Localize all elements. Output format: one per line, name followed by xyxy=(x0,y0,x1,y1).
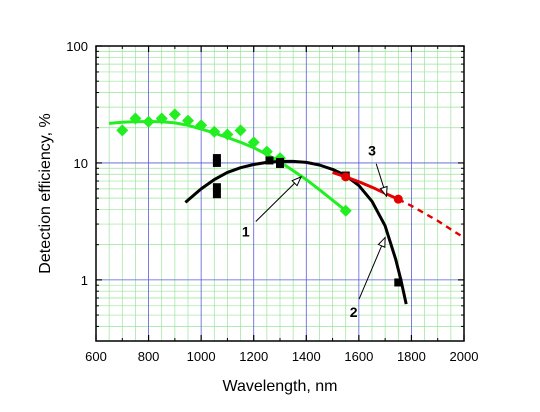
minor-grid xyxy=(96,46,464,342)
series-3-extrapolation xyxy=(397,198,465,239)
series-1-point xyxy=(129,112,142,125)
major-grid xyxy=(96,46,464,341)
curve-label-1: 1 xyxy=(242,223,250,239)
x-tick-label: 600 xyxy=(85,349,107,364)
series-1-point xyxy=(339,204,352,217)
series-1-point xyxy=(168,108,181,121)
series-2-point xyxy=(212,190,221,199)
series-1-point xyxy=(142,115,155,128)
series-1-point xyxy=(208,125,221,138)
annotation-2-arrow-head xyxy=(377,236,386,248)
series-1-point xyxy=(247,136,260,149)
x-axis-title: Wavelength, nm xyxy=(222,378,337,395)
annotation-3-arrow-head xyxy=(379,185,388,198)
tick-marks xyxy=(95,45,465,342)
marker-layer xyxy=(116,108,403,287)
series-2-point xyxy=(212,183,221,192)
series-3-point xyxy=(393,194,403,204)
series-2-point xyxy=(212,154,221,163)
series-1-point xyxy=(234,124,247,137)
y-tick-label: 1 xyxy=(81,273,88,288)
series-1-point xyxy=(155,112,168,125)
series-1-point xyxy=(182,114,194,127)
annotation-2-arrow-shaft xyxy=(358,237,386,300)
x-tick-label: 1200 xyxy=(239,349,268,364)
series-2-point xyxy=(265,156,274,165)
tick-labels: 600 800 1000 1200 1400 1600 1800 2000 1 10 100 xyxy=(66,39,478,364)
y-tick-label: 100 xyxy=(66,39,88,54)
annotation-1-arrow-shaft xyxy=(255,176,302,222)
x-tick-label: 1800 xyxy=(397,349,426,364)
series-2-point xyxy=(394,278,403,287)
series-layer xyxy=(108,120,465,305)
y-axis-title: Detection efficiency, % xyxy=(37,113,54,273)
curve-label-2: 2 xyxy=(350,304,358,320)
x-tick-label: 1000 xyxy=(187,349,216,364)
series-1-point xyxy=(221,128,234,141)
x-tick-label: 800 xyxy=(138,349,160,364)
annotation-1-arrow-head xyxy=(291,175,303,187)
series-1-point xyxy=(260,145,273,158)
series-2-point xyxy=(276,159,284,168)
annotation-layer: 1 2 3 xyxy=(242,142,388,320)
curve-label-3: 3 xyxy=(368,142,376,158)
series-1-point xyxy=(195,119,208,132)
series-3-point xyxy=(341,172,351,182)
x-tick-label: 1600 xyxy=(344,349,373,364)
series-2-curve xyxy=(184,159,408,305)
x-tick-label: 2000 xyxy=(450,349,479,364)
series-2-point xyxy=(212,158,221,167)
x-tick-label: 1400 xyxy=(292,349,321,364)
y-tick-label: 10 xyxy=(74,156,88,171)
series-1-point xyxy=(116,124,129,137)
